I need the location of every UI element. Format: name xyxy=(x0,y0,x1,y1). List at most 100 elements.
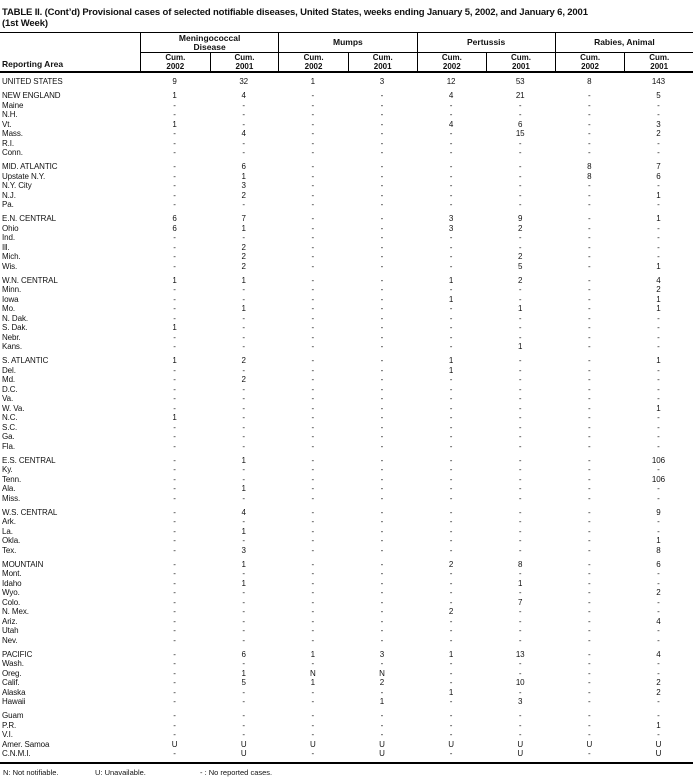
cell-value: - xyxy=(449,394,453,404)
cell-value: - xyxy=(588,517,591,527)
cell-value: - xyxy=(657,332,660,342)
cell-value: - xyxy=(380,616,384,626)
cell-value: - xyxy=(242,687,245,697)
cell-value: - xyxy=(518,465,522,475)
cell-value: - xyxy=(657,100,660,110)
table-title: TABLE II. (Cont’d) Provisional cases of … xyxy=(0,0,693,29)
cell-value: - xyxy=(657,711,660,721)
cell-value: - xyxy=(311,711,315,721)
cell-value: 8 xyxy=(587,171,592,181)
row-label: MOUNTAIN xyxy=(2,559,44,569)
cell-value: - xyxy=(242,323,245,333)
cell-value: 1 xyxy=(379,697,385,707)
table-section: Guam - - - - - - - - P.R. - - - - - - -1 V.I. - - - - - - - - Amer… xyxy=(0,711,693,759)
subcolumn-header: Cum. 2002 xyxy=(165,53,186,71)
cell-value: - xyxy=(380,275,384,285)
cell-value: - xyxy=(657,252,660,262)
row-label: N.J. xyxy=(2,190,16,200)
cell-value: - xyxy=(657,223,660,233)
cell-value: - xyxy=(449,493,453,503)
cell-value: - xyxy=(518,588,522,598)
cell-value: - xyxy=(449,403,453,413)
cell-value: 2 xyxy=(241,252,246,262)
cell-value: - xyxy=(588,545,591,555)
cell-value: - xyxy=(311,294,315,304)
row-label: P.R. xyxy=(2,720,17,730)
cell-value: - xyxy=(311,578,315,588)
cell-value: - xyxy=(588,200,591,210)
cell-value: 4 xyxy=(656,616,661,626)
table-row: Kans. - - - - - 1 - - xyxy=(0,342,693,352)
cell-value: - xyxy=(173,659,176,669)
table-section: NEW ENGLAND 1 4- -4 21-5 Maine - - - - - - - - N.H. - - -… xyxy=(0,91,693,158)
cell-value: - xyxy=(657,626,660,636)
cell-value: 1 xyxy=(241,526,246,536)
cell-value: - xyxy=(588,313,591,323)
cell-value: - xyxy=(588,569,591,579)
table-section: W.S. CENTRAL -4- - - - -9 Ark. - - - - - - - - La. -1- - -… xyxy=(0,508,693,556)
cell-value: - xyxy=(518,110,522,120)
cell-value: 3 xyxy=(656,119,661,129)
cell-value: - xyxy=(588,465,591,475)
cell-value: - xyxy=(518,517,522,527)
table-row: C.N.M.I. - U - U - U - U xyxy=(0,749,693,759)
column-groups: Meningococcal Disease Cum. 2002 Cum. 2001 Mump… xyxy=(140,33,693,71)
cell-value: - xyxy=(173,455,176,465)
cell-value: - xyxy=(311,214,315,224)
cell-value: - xyxy=(311,190,315,200)
cell-value: - xyxy=(449,484,453,494)
cell-value: - xyxy=(173,687,176,697)
column-group-label: Meningococcal Disease xyxy=(141,33,279,53)
cell-value: - xyxy=(380,687,384,697)
cell-value: - xyxy=(588,323,591,333)
cell-value: - xyxy=(173,588,176,598)
cell-value: - xyxy=(449,578,453,588)
cell-value: - xyxy=(311,607,315,617)
row-label: Pa. xyxy=(2,200,14,210)
cell-value: 1 xyxy=(172,91,177,101)
column-group: Rabies, Animal Cum. 2002 Cum. 2001 xyxy=(554,33,693,71)
row-label: Md. xyxy=(2,375,16,385)
row-label: Conn. xyxy=(2,148,23,158)
row-label: Okla. xyxy=(2,536,21,546)
cell-value: - xyxy=(173,635,176,645)
cell-value: - xyxy=(588,100,591,110)
cell-value: 21 xyxy=(515,91,525,101)
cell-value: - xyxy=(173,578,176,588)
cell-value: - xyxy=(657,384,660,394)
cell-value: - xyxy=(449,441,453,451)
row-label: S. Dak. xyxy=(2,323,28,333)
row-label: Ark. xyxy=(2,517,16,527)
row-label: Alaska xyxy=(2,687,26,697)
cell-value: - xyxy=(380,332,384,342)
cell-value: - xyxy=(449,697,453,707)
cell-value: - xyxy=(518,474,522,484)
cell-value: - xyxy=(588,304,591,314)
cell-value: - xyxy=(311,507,315,517)
cell-value: - xyxy=(311,223,315,233)
cell-value: - xyxy=(173,294,176,304)
cell-value: 4 xyxy=(241,91,246,101)
cell-value: - xyxy=(311,332,315,342)
cell-value: - xyxy=(588,294,591,304)
cell-value: - xyxy=(449,678,453,688)
cell-value: - xyxy=(657,517,660,527)
table-row: P.R. - - - - - - - 1 xyxy=(0,721,693,731)
cell-value: 6 xyxy=(241,162,246,172)
cell-value: - xyxy=(311,285,315,295)
cell-value: 2 xyxy=(448,607,454,617)
cell-value: 1 xyxy=(241,668,246,678)
cell-value: 8 xyxy=(518,559,523,569)
cell-value: 1 xyxy=(172,413,177,423)
cell-value: U xyxy=(240,739,247,749)
table-row: La. - 1 - - - - - - xyxy=(0,527,693,537)
cell-value: - xyxy=(588,668,591,678)
cell-value: - xyxy=(173,493,176,503)
cell-value: - xyxy=(311,162,315,172)
cell-value: 3 xyxy=(518,697,523,707)
cell-value: - xyxy=(311,275,315,285)
cell-value: - xyxy=(518,365,522,375)
cell-value: - xyxy=(588,413,591,423)
cell-value: - xyxy=(588,365,591,375)
cell-value: - xyxy=(311,559,315,569)
